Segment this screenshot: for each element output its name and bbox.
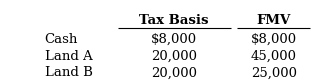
Text: 25,000: 25,000	[251, 66, 297, 79]
Text: Land A: Land A	[45, 50, 92, 63]
Text: 20,000: 20,000	[151, 50, 197, 63]
Text: FMV: FMV	[257, 14, 291, 27]
Text: Cash: Cash	[45, 33, 78, 46]
Text: $8,000: $8,000	[251, 33, 297, 46]
Text: Land B: Land B	[45, 66, 92, 79]
Text: Tax Basis: Tax Basis	[139, 14, 209, 27]
Text: 45,000: 45,000	[251, 50, 297, 63]
Text: $8,000: $8,000	[151, 33, 197, 46]
Text: 20,000: 20,000	[151, 66, 197, 79]
